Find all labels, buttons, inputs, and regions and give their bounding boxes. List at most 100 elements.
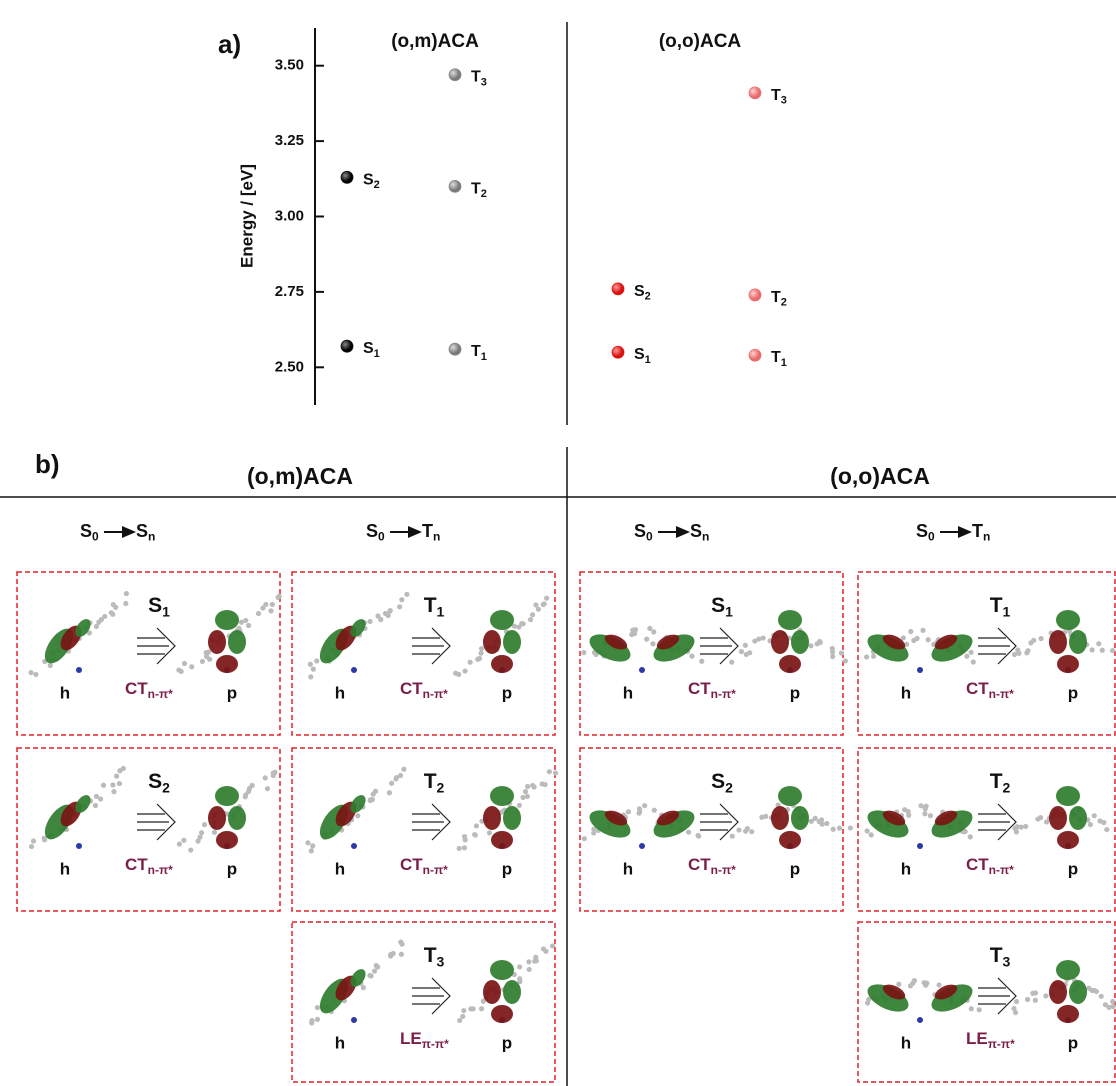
atom	[918, 803, 924, 809]
box-title-sub: 2	[437, 779, 445, 795]
excitation-type-main: CT	[400, 855, 423, 874]
atom	[763, 813, 769, 819]
state-label-main: S	[363, 172, 374, 189]
particle-label: p	[227, 683, 237, 702]
energy-level	[448, 342, 462, 356]
atom	[1038, 635, 1044, 642]
atom	[968, 649, 974, 655]
box-title-sub: 1	[1003, 603, 1011, 619]
lobe	[503, 806, 521, 830]
box-title-sub: 2	[725, 779, 733, 795]
y-axis-label: Energy / [eV]	[237, 164, 256, 268]
lobe	[490, 610, 514, 630]
state-label-sub: 2	[645, 291, 651, 303]
atom	[742, 642, 748, 648]
atom	[461, 1007, 467, 1014]
orbital-lobes	[589, 634, 695, 662]
orbital-lobes	[44, 795, 91, 840]
atom	[93, 623, 99, 630]
atom	[864, 828, 870, 834]
atom	[76, 667, 82, 673]
lobe	[931, 634, 973, 662]
atom	[189, 664, 195, 670]
atom	[372, 788, 379, 794]
box-title-sub: 1	[437, 603, 445, 619]
atom	[542, 781, 548, 788]
box-title: S1	[148, 594, 170, 619]
atom	[552, 770, 559, 776]
atom	[925, 637, 931, 643]
transition-to: Tn	[972, 521, 990, 544]
lobe	[882, 984, 906, 1000]
atom	[116, 780, 123, 787]
atom	[1099, 647, 1105, 653]
atom	[749, 829, 755, 835]
orbital-lobes	[319, 795, 366, 840]
lobe	[779, 655, 801, 673]
box-title-main: T	[424, 594, 437, 617]
lobe	[483, 806, 501, 830]
state-label: S2	[634, 283, 651, 302]
excitation-type: CTn-π*	[688, 679, 736, 701]
atom	[516, 624, 522, 630]
lobe	[604, 810, 628, 826]
atom	[386, 790, 393, 796]
group-title: (o,o)ACA	[659, 31, 742, 52]
atom	[908, 628, 914, 635]
atom	[76, 843, 82, 849]
atom	[1098, 993, 1104, 999]
transition-from: S0	[634, 521, 653, 544]
atom	[398, 939, 404, 945]
atom	[453, 670, 459, 676]
lobe	[1057, 655, 1079, 673]
atom	[471, 831, 478, 838]
particle-label: p	[1068, 859, 1078, 878]
state-label: T3	[471, 69, 487, 88]
atom	[581, 836, 587, 842]
lobe	[208, 806, 226, 830]
transition-from-main: S	[916, 521, 928, 541]
atom	[120, 765, 126, 772]
hole-label: h	[901, 859, 911, 878]
lobe	[604, 634, 628, 650]
lobe	[228, 806, 246, 830]
excitation-type: LEπ-π*	[966, 1029, 1015, 1051]
atom	[744, 826, 750, 832]
excitation-type: CTn-π*	[125, 855, 173, 877]
atom	[111, 789, 117, 795]
atom	[546, 769, 552, 775]
state-box	[291, 747, 556, 912]
lobe	[778, 786, 802, 806]
atom	[685, 829, 692, 835]
atom	[1104, 826, 1110, 833]
state-label-main: T	[471, 69, 481, 86]
atom	[275, 594, 281, 601]
transition-from-sub: 0	[378, 530, 385, 544]
atom	[388, 952, 394, 958]
energy-level	[748, 288, 762, 302]
atom	[651, 807, 657, 813]
header-arrow-head	[676, 526, 690, 538]
atom	[108, 610, 114, 616]
state-label-main: T	[771, 289, 781, 306]
atom	[922, 806, 928, 812]
atom	[524, 793, 530, 799]
atom	[535, 606, 541, 612]
excitation-type-sub: n-π*	[148, 863, 174, 877]
hole-label: h	[623, 859, 633, 878]
transition-arrow	[412, 627, 451, 665]
particle-label: p	[502, 1033, 512, 1052]
atom	[747, 650, 753, 656]
atom	[371, 968, 378, 974]
atom	[307, 661, 313, 667]
atom	[520, 794, 526, 801]
atom	[752, 638, 758, 644]
state-box	[291, 571, 556, 736]
excitation-type: CTn-π*	[400, 855, 448, 877]
atom	[1087, 821, 1093, 828]
header-arrow-head	[122, 526, 136, 538]
atom	[970, 659, 976, 665]
atom	[269, 601, 275, 608]
lobe	[656, 634, 680, 650]
lobe	[1057, 831, 1079, 849]
